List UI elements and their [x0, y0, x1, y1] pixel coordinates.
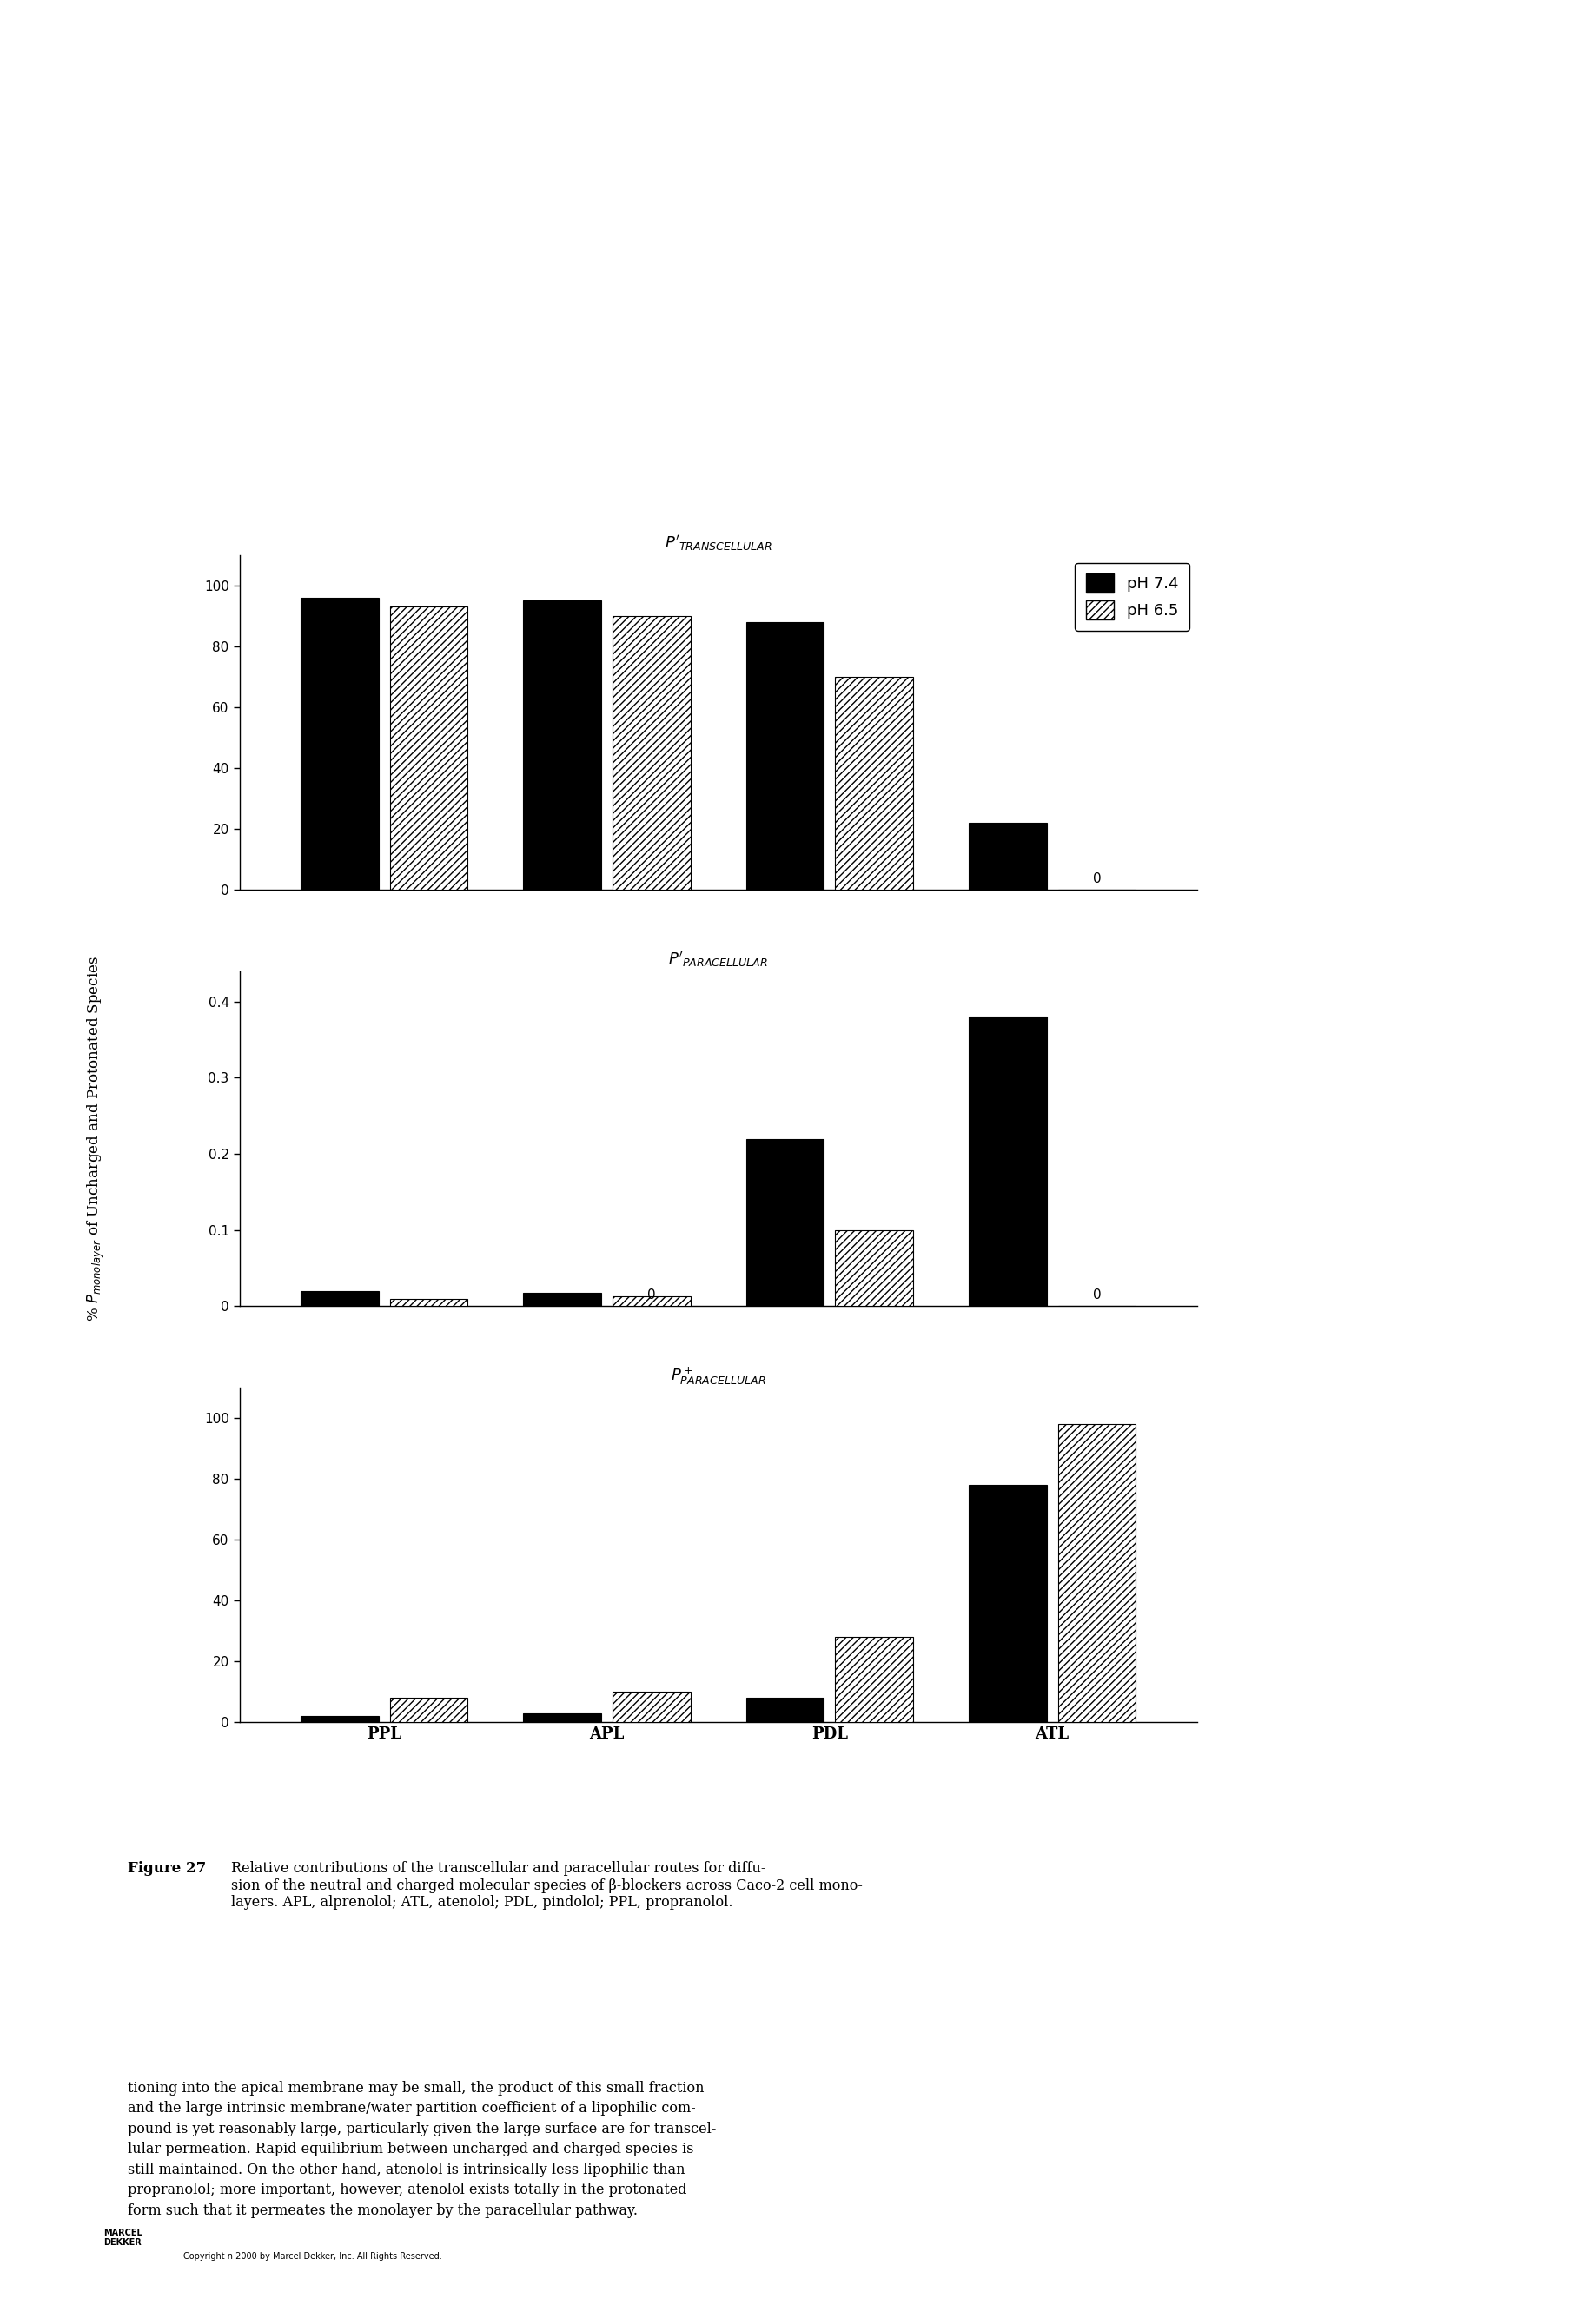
- Bar: [613, 1692, 691, 1722]
- Text: Figure 27: Figure 27: [128, 1861, 206, 1875]
- Text: Copyright n 2000 by Marcel Dekker, Inc. All Rights Reserved.: Copyright n 2000 by Marcel Dekker, Inc. …: [184, 2252, 442, 2261]
- Title: $P^+_{PARACELLULAR}$: $P^+_{PARACELLULAR}$: [670, 1364, 766, 1387]
- Bar: [745, 1697, 824, 1722]
- Bar: [969, 823, 1047, 890]
- Bar: [969, 1017, 1047, 1306]
- Bar: [835, 1230, 913, 1306]
- Bar: [835, 1637, 913, 1722]
- Bar: [613, 615, 691, 890]
- Text: MARCEL
DEKKER: MARCEL DEKKER: [104, 2229, 142, 2247]
- Bar: [1058, 1424, 1136, 1722]
- Bar: [745, 622, 824, 890]
- Text: 0: 0: [1093, 1288, 1101, 1302]
- Text: tioning into the apical membrane may be small, the product of this small fractio: tioning into the apical membrane may be …: [128, 2081, 717, 2217]
- Bar: [523, 1713, 602, 1722]
- Bar: [300, 1290, 378, 1306]
- Bar: [835, 677, 913, 890]
- Bar: [389, 606, 468, 890]
- Text: % $P_{monolayer}$ of Uncharged and Protonated Species: % $P_{monolayer}$ of Uncharged and Proto…: [86, 955, 105, 1322]
- Text: 0: 0: [1093, 872, 1101, 885]
- Bar: [745, 1140, 824, 1306]
- Bar: [523, 1292, 602, 1306]
- Text: 0: 0: [648, 1288, 656, 1302]
- Title: $P'_{PARACELLULAR}$: $P'_{PARACELLULAR}$: [669, 950, 768, 969]
- Bar: [523, 601, 602, 890]
- Text: Relative contributions of the transcellular and paracellular routes for diffu-
s: Relative contributions of the transcellu…: [231, 1861, 863, 1910]
- Bar: [389, 1697, 468, 1722]
- Bar: [613, 1297, 691, 1306]
- Bar: [969, 1484, 1047, 1722]
- Bar: [300, 596, 378, 890]
- Title: $P'_{TRANSCELLULAR}$: $P'_{TRANSCELLULAR}$: [664, 534, 772, 553]
- Bar: [300, 1716, 378, 1722]
- Bar: [389, 1299, 468, 1306]
- Legend: pH 7.4, pH 6.5: pH 7.4, pH 6.5: [1074, 562, 1189, 631]
